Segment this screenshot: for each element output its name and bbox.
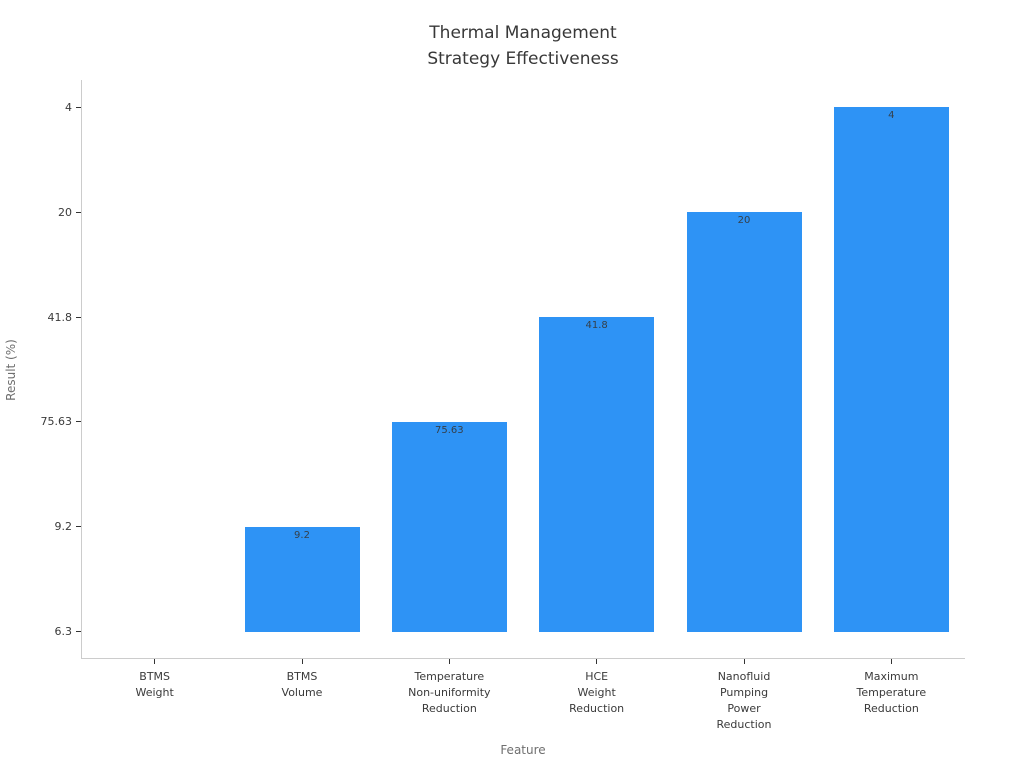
bar-value-label: 9.2	[294, 529, 310, 541]
y-tick-mark	[76, 211, 81, 213]
y-tick-mark	[76, 421, 81, 423]
y-tick-label: 20	[58, 205, 72, 219]
x-tick-mark	[301, 659, 303, 664]
x-tick-label: Nanofluid Pumping Power Reduction	[716, 670, 772, 731]
y-tick-mark	[76, 631, 81, 633]
bar: 4	[833, 107, 949, 632]
x-tick-mark	[890, 659, 892, 664]
bar-value-label: 20	[737, 215, 751, 227]
bar-value-label: 75.63	[435, 424, 464, 436]
x-tick-mark	[154, 659, 156, 664]
y-tick-label: 9.2	[54, 520, 73, 534]
plot-area	[81, 80, 965, 659]
bar-value-label: 41.8	[585, 320, 608, 332]
bar: 41.8	[539, 317, 655, 632]
y-tick-mark	[76, 526, 81, 528]
x-tick-label: HCE Weight Reduction	[569, 670, 625, 715]
x-tick-mark	[448, 659, 450, 664]
bar-value-label: 4	[888, 110, 895, 122]
y-axis-label: Result (%)	[4, 339, 18, 401]
y-tick-label: 41.8	[47, 310, 73, 324]
bar: 9.2	[244, 526, 360, 632]
x-tick-mark	[743, 659, 745, 664]
x-axis-label: Feature	[500, 743, 546, 757]
y-tick-mark	[76, 316, 81, 318]
bar: 20	[686, 212, 802, 632]
y-tick-label: 4	[65, 100, 72, 114]
x-tick-mark	[596, 659, 598, 664]
chart-title: Thermal Management Strategy Effectivenes…	[427, 23, 619, 69]
x-tick-label: BTMS Volume	[281, 670, 323, 699]
y-tick-label: 75.63	[40, 415, 73, 429]
y-tick-label: 6.3	[54, 625, 73, 639]
x-tick-label: Maximum Temperature Reduction	[856, 670, 927, 715]
x-tick-label: Temperature Non-uniformity Reduction	[408, 670, 491, 715]
y-tick-mark	[76, 106, 81, 108]
bar: 75.63	[391, 421, 507, 632]
x-tick-label: BTMS Weight	[135, 670, 174, 699]
